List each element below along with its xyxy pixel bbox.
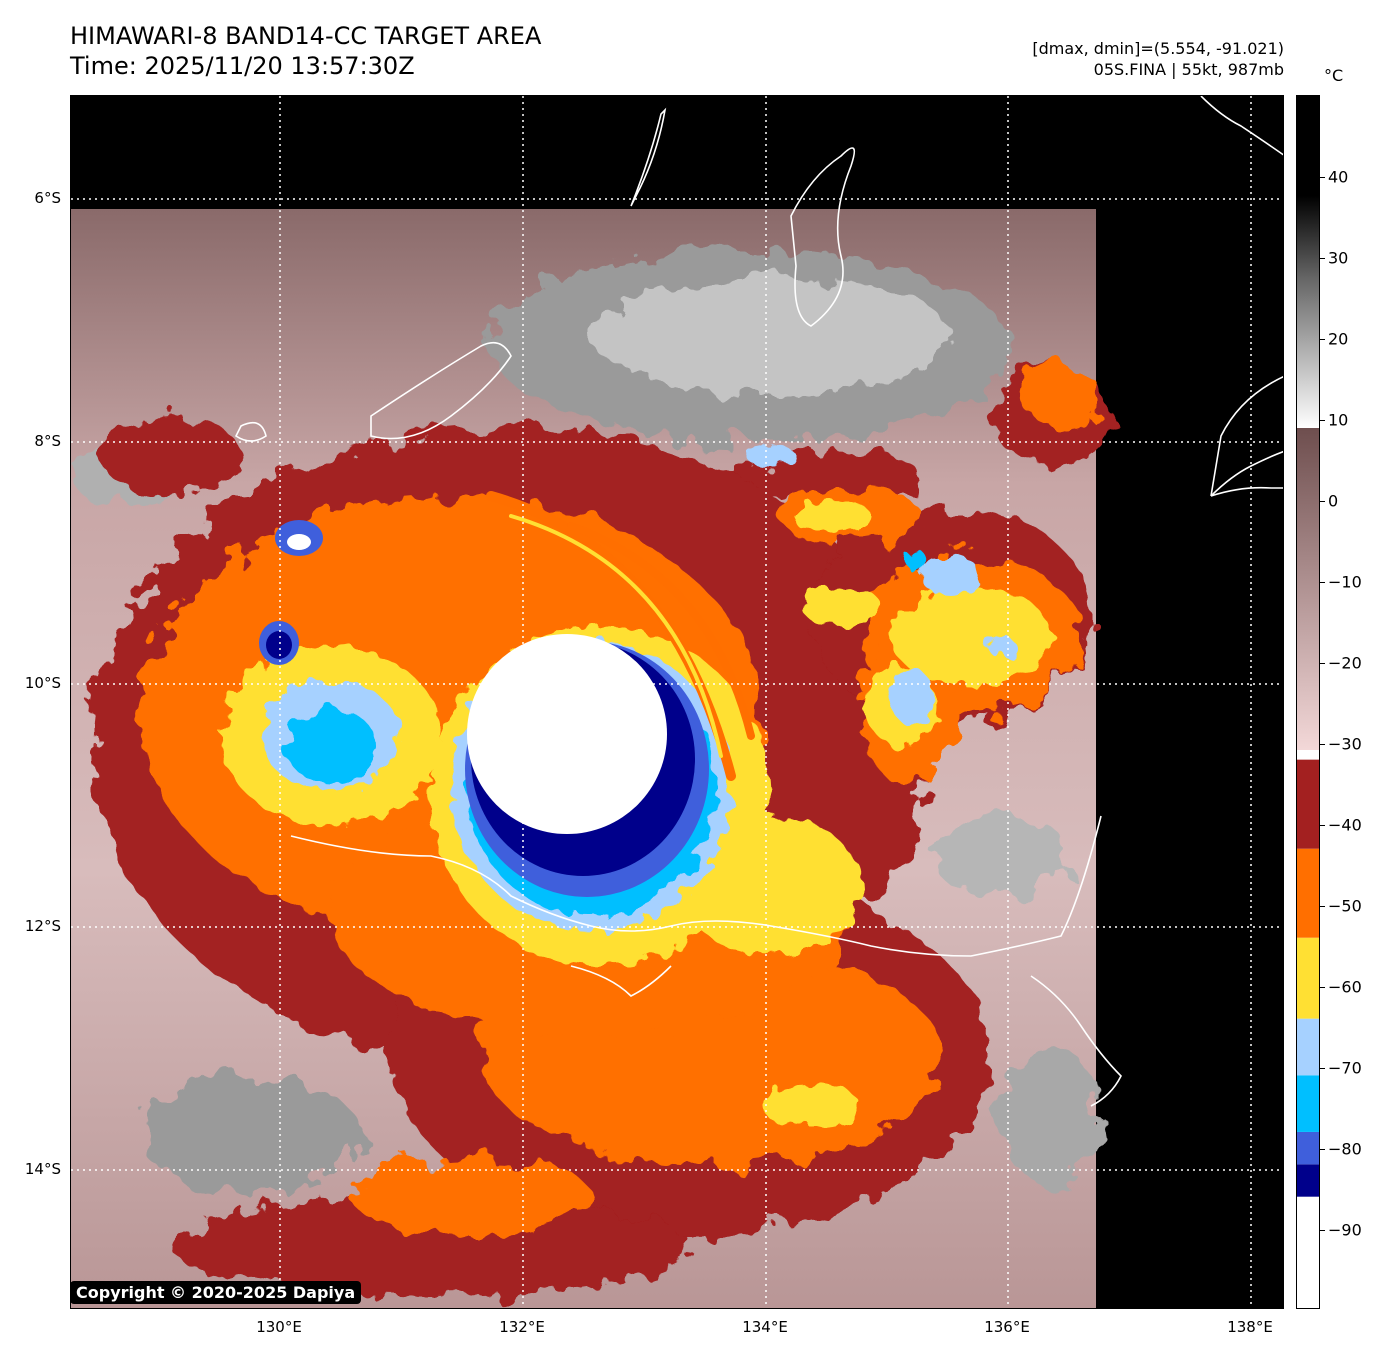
cb-tick [1320, 987, 1325, 988]
colorbar-band-6 [1297, 848, 1319, 938]
coastlines [234, 96, 1283, 1107]
cb-tick [1320, 177, 1325, 178]
cb-tick [1320, 1149, 1325, 1150]
colorbar-warm-band [1297, 96, 1319, 428]
colorbar-band-0 [1297, 1196, 1319, 1308]
cb-tick [1320, 258, 1325, 259]
lon-label-130e: 130°E [256, 1318, 302, 1336]
clear-areas [71, 251, 1101, 1196]
colorbar-band-5 [1297, 937, 1319, 1019]
cb-label-40: 40 [1328, 167, 1349, 187]
cb-label-minus30: −30 [1328, 734, 1362, 754]
cb-label-30: 30 [1328, 248, 1349, 268]
cb-tick [1320, 1068, 1325, 1069]
gridlines [71, 96, 1283, 1308]
lat-label-6s: 6°S [34, 189, 61, 207]
timestamp: Time: 2025/11/20 13:57:30Z [70, 52, 415, 80]
lon-label-132e: 132°E [499, 1318, 545, 1336]
cb-tick [1320, 663, 1325, 664]
cb-label-10: 10 [1328, 410, 1349, 430]
colorbar-band-7 [1297, 759, 1319, 849]
copyright-label: Copyright © 2020-2025 Dapiya [70, 1281, 362, 1304]
cb-tick [1320, 906, 1325, 907]
cb-tick [1320, 420, 1325, 421]
cb-label-minus10: −10 [1328, 572, 1362, 592]
colorbar-band-1 [1297, 1164, 1319, 1197]
lat-label-8s: 8°S [34, 432, 61, 450]
colorbar-mid-band [1297, 428, 1319, 750]
colorbar-unit: °C [1324, 66, 1344, 85]
lon-label-134e: 134°E [742, 1318, 788, 1336]
colorbar-svg [1297, 96, 1319, 1308]
storm-info: 05S.FINA | 55kt, 987mb [1093, 60, 1284, 79]
cb-label-minus70: −70 [1328, 1058, 1362, 1078]
colorbar [1296, 95, 1320, 1309]
cb-label-minus60: −60 [1328, 977, 1362, 997]
map-svg [71, 96, 1283, 1308]
cb-label-minus90: −90 [1328, 1220, 1362, 1240]
cb-tick [1320, 744, 1325, 745]
cb-label-minus80: −80 [1328, 1139, 1362, 1159]
cb-tick [1320, 339, 1325, 340]
cb-label-0: 0 [1328, 491, 1339, 511]
lat-label-12s: 12°S [24, 917, 61, 935]
cb-label-20: 20 [1328, 329, 1349, 349]
lon-label-136e: 136°E [984, 1318, 1030, 1336]
colorbar-band-3 [1297, 1075, 1319, 1132]
cb-tick [1320, 1230, 1325, 1231]
colorbar-band-2 [1297, 1131, 1319, 1165]
cb-label-minus40: −40 [1328, 815, 1362, 835]
cb-tick [1320, 501, 1325, 502]
chart-title: HIMAWARI-8 BAND14-CC TARGET AREA [70, 22, 542, 50]
lat-label-14s: 14°S [24, 1160, 61, 1178]
dmax-dmin-info: [dmax, dmin]=(5.554, -91.021) [1032, 39, 1284, 58]
satellite-map[interactable] [70, 95, 1284, 1309]
lon-label-138e: 138°E [1227, 1318, 1273, 1336]
core-white [467, 634, 667, 834]
cb-tick [1320, 582, 1325, 583]
cb-label-minus50: −50 [1328, 896, 1362, 916]
cb-label-minus20: −20 [1328, 653, 1362, 673]
cb-tick [1320, 825, 1325, 826]
lat-label-10s: 10°S [24, 674, 61, 692]
colorbar-band-4 [1297, 1018, 1319, 1076]
